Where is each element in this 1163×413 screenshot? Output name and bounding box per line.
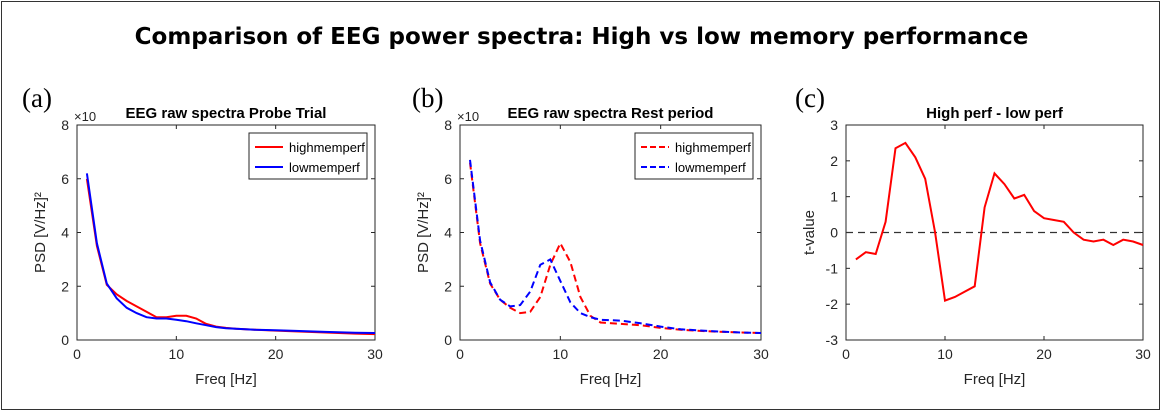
x-axis-label: Freq [Hz] (195, 371, 257, 388)
y-axis-label: PSD [V/Hz]² (415, 192, 432, 273)
y-tick-label: 8 (444, 117, 452, 133)
legend-label-highmemperf: highmemperf (675, 140, 751, 155)
x-tick-label: 20 (653, 346, 669, 362)
x-tick-label: 0 (456, 346, 464, 362)
legend-label-lowmemperf: lowmemperf (675, 160, 746, 175)
chart-3: 0 10 20 30 -3 -2 -1 0 1 2 3 High perf - low perf Fre… (801, 105, 1151, 388)
y-tick-label: 0 (444, 332, 452, 348)
y-tick-label: -1 (826, 260, 839, 276)
y-tick-label: 6 (444, 171, 452, 187)
series-line-lowmemperf (85, 173, 376, 334)
y-tick-label: -2 (826, 296, 839, 312)
chart-2: 0 10 20 30 0 2 4 6 8 EEG raw spectra Rest period ×… (415, 105, 769, 388)
axis-exponent-label: ×10 (74, 109, 96, 124)
legend: highmemperf lowmemperf (248, 132, 368, 180)
x-tick-label: 20 (1036, 346, 1052, 362)
y-tick-label: 3 (830, 117, 838, 133)
x-tick-label: 30 (367, 346, 383, 362)
figure-title: Comparison of EEG power spectra: High vs… (134, 24, 1029, 50)
y-tick-label: 2 (61, 278, 69, 294)
chart-title: EEG raw spectra Probe Trial (126, 105, 327, 122)
x-tick-label: 30 (1135, 346, 1151, 362)
axis-exponent-label: ×10 (457, 109, 479, 124)
y-tick-label: 1 (830, 189, 838, 205)
panel-label-c: (c) (795, 83, 825, 113)
y-axis-label: PSD [V/Hz]² (32, 192, 49, 273)
y-tick-label: 2 (444, 278, 452, 294)
legend-box (248, 132, 368, 180)
y-tick-label: 4 (444, 225, 452, 241)
series-line-difference (855, 141, 1144, 302)
x-tick-label: 0 (842, 346, 850, 362)
x-tick-label: 10 (937, 346, 953, 362)
legend-label-highmemperf: highmemperf (289, 140, 365, 155)
legend-label-lowmemperf: lowmemperf (289, 160, 360, 175)
y-tick-label: 8 (61, 117, 69, 133)
panel-label-a: (a) (22, 83, 52, 113)
x-axis-label: Freq [Hz] (964, 371, 1026, 388)
legend: highmemperf lowmemperf (634, 132, 754, 180)
y-tick-label: -3 (826, 332, 839, 348)
chart-title: High perf - low perf (926, 105, 1064, 122)
y-tick-label: 0 (61, 332, 69, 348)
x-axis-label: Freq [Hz] (580, 371, 642, 388)
y-tick-label: 2 (830, 153, 838, 169)
y-tick-label: 4 (61, 225, 69, 241)
panel-label-b: (b) (412, 83, 444, 113)
x-tick-label: 0 (73, 346, 81, 362)
legend-box (634, 132, 754, 180)
chart-1: 0 10 20 30 0 2 4 6 8 EEG raw spectra Probe Trial ×… (32, 105, 383, 388)
y-axis-label: t-value (801, 210, 818, 255)
x-tick-label: 30 (753, 346, 769, 362)
x-tick-label: 20 (268, 346, 284, 362)
y-tick-label: 6 (61, 171, 69, 187)
x-tick-label: 10 (169, 346, 185, 362)
chart-title: EEG raw spectra Rest period (508, 105, 714, 122)
x-tick-label: 10 (553, 346, 569, 362)
y-tick-label: 0 (830, 225, 838, 241)
series-line-lowmemperf (469, 159, 762, 334)
